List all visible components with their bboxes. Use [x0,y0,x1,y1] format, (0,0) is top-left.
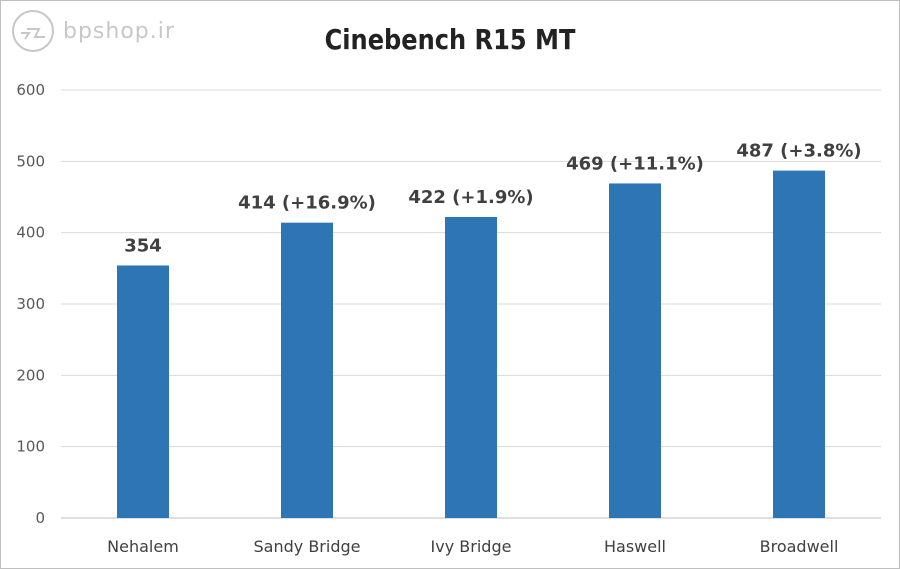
data-label: 422 (+1.9%) [408,187,533,208]
y-tick-label: 100 [16,438,45,456]
data-label: 469 (+11.1%) [566,153,704,174]
bar [445,216,497,518]
x-category-label: Broadwell [760,537,839,556]
y-tick-label: 500 [16,152,45,170]
watermark: bpshop.ir [11,9,175,53]
watermark-text: bpshop.ir [63,18,175,44]
x-category-label: Nehalem [107,537,179,556]
y-tick-label: 300 [16,295,45,313]
watermark-logo-icon [12,10,54,52]
y-tick-label: 400 [16,224,45,242]
bar [281,222,333,518]
data-label: 414 (+16.9%) [238,193,376,214]
data-label: 354 [124,235,162,256]
x-category-label: Haswell [604,537,666,556]
chart-title: Cinebench R15 MT [324,23,576,56]
bar [117,265,169,518]
y-tick-label: 200 [16,366,45,384]
bar [773,170,825,518]
data-label: 487 (+3.8%) [736,141,861,162]
y-tick-label: 0 [35,509,45,527]
bar [609,183,661,519]
x-category-label: Ivy Bridge [431,537,512,556]
x-category-label: Sandy Bridge [254,537,361,556]
y-tick-label: 600 [16,81,45,99]
